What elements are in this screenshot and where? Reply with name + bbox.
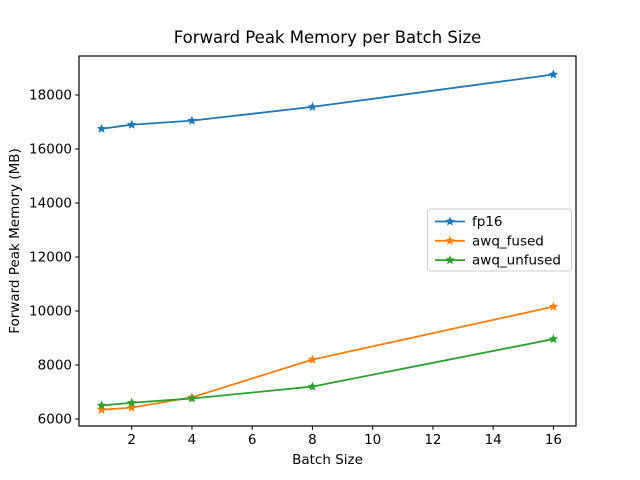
legend-marker-awq_fused xyxy=(445,235,455,245)
x-tick-label: 8 xyxy=(308,432,317,448)
series-line-fp16 xyxy=(101,73,554,130)
series-marker-awq_fused xyxy=(307,354,318,364)
series-marker-awq_unfused xyxy=(307,381,318,391)
series-marker-fp16 xyxy=(96,123,107,133)
chart-title: Forward Peak Memory per Batch Size xyxy=(173,28,482,47)
series-marker-awq_unfused xyxy=(187,393,197,403)
series-marker-fp16 xyxy=(187,115,197,125)
legend-marker-awq_unfused xyxy=(445,255,455,265)
series-marker-fp16 xyxy=(548,69,559,79)
legend-label-fp16: fp16 xyxy=(472,214,503,230)
y-tick-label: 6000 xyxy=(38,411,72,427)
series-marker-awq_unfused xyxy=(126,397,137,407)
x-tick-label: 10 xyxy=(364,432,381,448)
x-tick-label: 14 xyxy=(485,432,502,448)
series-marker-fp16 xyxy=(126,119,137,129)
y-tick-label: 16000 xyxy=(29,142,72,158)
series-marker-awq_unfused xyxy=(548,334,559,344)
series-marker-awq_unfused xyxy=(96,400,107,410)
y-tick-label: 8000 xyxy=(38,357,72,373)
legend-label-awq_unfused: awq_unfused xyxy=(472,253,561,269)
series-marker-fp16 xyxy=(307,101,318,111)
y-tick-label: 18000 xyxy=(29,88,72,104)
x-axis-label: Batch Size xyxy=(292,452,363,468)
legend-marker-fp16 xyxy=(445,216,455,226)
x-tick-label: 16 xyxy=(545,432,562,448)
legend-label-awq_fused: awq_fused xyxy=(472,233,544,249)
series-line-awq_fused xyxy=(101,305,554,411)
y-tick-label: 12000 xyxy=(29,249,72,265)
legend-box xyxy=(427,208,572,272)
series-line-awq_unfused xyxy=(101,338,554,407)
x-tick-label: 6 xyxy=(248,432,257,448)
y-tick-label: 10000 xyxy=(29,303,72,319)
series-marker-awq_fused xyxy=(548,301,559,311)
series-marker-awq_fused xyxy=(126,402,137,412)
y-tick-label: 14000 xyxy=(29,196,72,212)
x-tick-label: 2 xyxy=(127,432,136,448)
x-tick-label: 4 xyxy=(188,432,197,448)
series-marker-awq_fused xyxy=(96,404,107,414)
axes-frame xyxy=(78,55,577,427)
x-tick-label: 12 xyxy=(424,432,441,448)
